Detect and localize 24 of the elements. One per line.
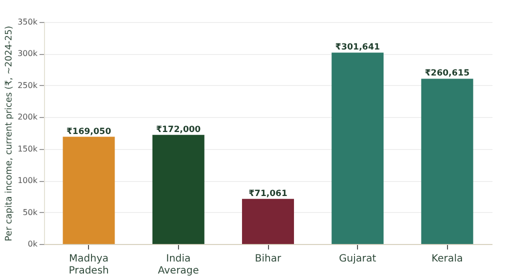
bar — [152, 134, 204, 244]
y-tick-label: 0k — [28, 240, 38, 248]
y-tick-label: 250k — [18, 80, 38, 90]
x-tick-label: Bihar — [254, 254, 282, 264]
y-axis-title: Per capita income, current prices (₹, ~2024-25) — [4, 26, 15, 242]
y-tick-label: 150k — [18, 144, 38, 154]
bar — [62, 136, 115, 244]
x-tick-label: Kerala — [432, 254, 463, 264]
x-tick-label: Madhya Pradesh — [68, 254, 109, 276]
bar — [332, 52, 384, 244]
y-tick-label: 50k — [22, 208, 38, 217]
y-tick-label: 100k — [18, 176, 38, 186]
data-label: ₹71,061 — [248, 188, 288, 199]
data-label: ₹301,641 — [335, 42, 380, 53]
y-tick-label: 350k — [18, 18, 38, 26]
y-tick-label: 300k — [18, 49, 38, 58]
y-tick-label: 200k — [18, 112, 38, 122]
data-label: ₹260,615 — [424, 68, 470, 79]
bar — [421, 78, 474, 244]
data-label: ₹172,000 — [156, 124, 201, 135]
data-label: ₹169,050 — [66, 126, 112, 137]
x-tick-label: India Average — [158, 254, 199, 276]
x-tick-label: Gujarat — [339, 254, 376, 264]
bar — [242, 198, 294, 244]
